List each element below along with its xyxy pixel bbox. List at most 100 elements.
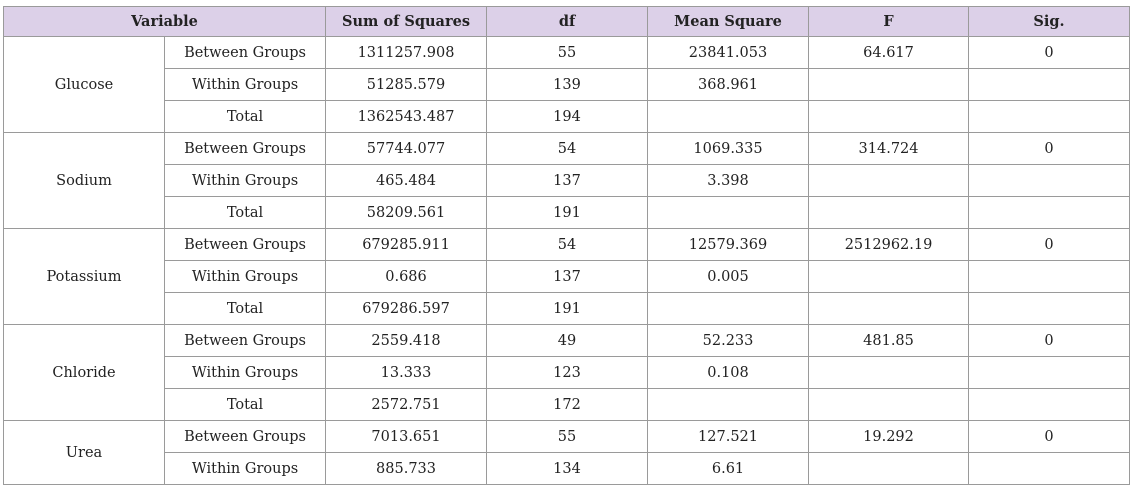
table-body: Glucose Between Groups 1311257.908 55 23… xyxy=(3,36,1131,485)
df-cell: 55 xyxy=(486,420,649,453)
ss-cell: 13.333 xyxy=(325,356,488,389)
sig-cell: 0 xyxy=(968,36,1131,69)
table-header: Variable Sum of Squares df Mean Square F… xyxy=(2,6,1131,37)
f-cell: 2512962.19 xyxy=(808,228,970,261)
sig-cell xyxy=(968,164,1131,197)
ms-cell: 3.398 xyxy=(647,164,810,197)
header-mean-square: Mean Square xyxy=(647,6,810,37)
ss-cell: 465.484 xyxy=(325,164,488,197)
ms-cell: 12579.369 xyxy=(647,228,810,261)
source-cell: Within Groups xyxy=(163,452,327,485)
sig-cell: 0 xyxy=(968,420,1131,453)
sig-cell xyxy=(968,452,1131,485)
ms-cell: 6.61 xyxy=(647,452,810,485)
f-cell xyxy=(808,388,970,421)
ms-cell: 0.005 xyxy=(647,260,810,293)
df-cell: 54 xyxy=(486,228,649,261)
ss-cell: 679285.911 xyxy=(325,228,488,261)
ms-cell: 368.961 xyxy=(647,68,810,101)
table-row: Within Groups 51285.579 139 368.961 xyxy=(4,68,1131,101)
df-cell: 191 xyxy=(486,292,649,325)
ms-cell: 0.108 xyxy=(647,356,810,389)
f-cell xyxy=(808,68,970,101)
f-cell: 64.617 xyxy=(808,36,970,69)
table-row: Within Groups 0.686 137 0.005 xyxy=(4,260,1131,293)
f-cell: 19.292 xyxy=(808,420,970,453)
df-cell: 54 xyxy=(486,132,649,165)
table-row: Within Groups 13.333 123 0.108 xyxy=(4,356,1131,389)
variable-cell: Potassium xyxy=(3,228,165,325)
table-row: Total 2572.751 172 xyxy=(4,388,1131,421)
sig-cell xyxy=(968,68,1131,101)
header-variable: Variable xyxy=(2,6,327,37)
df-cell: 139 xyxy=(486,68,649,101)
source-cell: Within Groups xyxy=(163,356,327,389)
variable-cell: Glucose xyxy=(3,36,165,133)
source-cell: Between Groups xyxy=(163,36,327,69)
header-f: F xyxy=(808,6,970,37)
table-row: Within Groups 885.733 134 6.61 xyxy=(4,452,1131,485)
ss-cell: 57744.077 xyxy=(325,132,488,165)
source-cell: Within Groups xyxy=(163,68,327,101)
sig-cell xyxy=(968,260,1131,293)
ms-cell: 1069.335 xyxy=(647,132,810,165)
f-cell xyxy=(808,164,970,197)
table-row: Chloride Between Groups 2559.418 49 52.2… xyxy=(3,324,1131,421)
source-cell: Within Groups xyxy=(163,260,327,293)
ss-cell: 885.733 xyxy=(325,452,488,485)
df-cell: 172 xyxy=(486,388,649,421)
variable-cell: Sodium xyxy=(3,132,165,229)
ss-cell: 1362543.487 xyxy=(325,100,488,133)
ss-cell: 58209.561 xyxy=(325,196,488,229)
header-df: df xyxy=(486,6,649,37)
df-cell: 137 xyxy=(486,260,649,293)
sig-cell xyxy=(968,196,1131,229)
source-cell: Between Groups xyxy=(163,228,327,261)
df-cell: 123 xyxy=(486,356,649,389)
f-cell xyxy=(808,196,970,229)
f-cell xyxy=(808,452,970,485)
df-cell: 137 xyxy=(486,164,649,197)
ms-cell: 52.233 xyxy=(647,324,810,357)
source-cell: Total xyxy=(163,196,327,229)
table-row: Total 1362543.487 194 xyxy=(4,100,1131,133)
table-row: Within Groups 465.484 137 3.398 xyxy=(4,164,1131,197)
ss-cell: 0.686 xyxy=(325,260,488,293)
df-cell: 134 xyxy=(486,452,649,485)
ss-cell: 2559.418 xyxy=(325,324,488,357)
df-cell: 49 xyxy=(486,324,649,357)
sig-cell xyxy=(968,356,1131,389)
f-cell: 314.724 xyxy=(808,132,970,165)
source-cell: Total xyxy=(163,100,327,133)
source-cell: Within Groups xyxy=(163,164,327,197)
df-cell: 194 xyxy=(486,100,649,133)
f-cell: 481.85 xyxy=(808,324,970,357)
header-sig: Sig. xyxy=(968,6,1131,37)
ss-cell: 7013.651 xyxy=(325,420,488,453)
table-row: Urea Between Groups 7013.651 55 127.521 … xyxy=(3,420,1131,485)
anova-table: Variable Sum of Squares df Mean Square F… xyxy=(2,6,1131,485)
sig-cell xyxy=(968,388,1131,421)
df-cell: 191 xyxy=(486,196,649,229)
header-sum-of-squares: Sum of Squares xyxy=(325,6,488,37)
sig-cell: 0 xyxy=(968,324,1131,357)
table-row: Total 679286.597 191 xyxy=(4,292,1131,325)
variable-cell: Urea xyxy=(3,420,165,485)
ms-cell: 23841.053 xyxy=(647,36,810,69)
table-row: Sodium Between Groups 57744.077 54 1069.… xyxy=(3,132,1131,229)
source-cell: Between Groups xyxy=(163,420,327,453)
sig-cell: 0 xyxy=(968,132,1131,165)
source-cell: Between Groups xyxy=(163,132,327,165)
ms-cell xyxy=(647,292,810,325)
source-cell: Between Groups xyxy=(163,324,327,357)
ss-cell: 2572.751 xyxy=(325,388,488,421)
sig-cell xyxy=(968,100,1131,133)
header-row: Variable Sum of Squares df Mean Square F… xyxy=(2,6,1131,37)
df-cell: 55 xyxy=(486,36,649,69)
table-row: Glucose Between Groups 1311257.908 55 23… xyxy=(3,36,1131,133)
ms-cell: 127.521 xyxy=(647,420,810,453)
ss-cell: 51285.579 xyxy=(325,68,488,101)
ss-cell: 1311257.908 xyxy=(325,36,488,69)
ms-cell xyxy=(647,196,810,229)
f-cell xyxy=(808,356,970,389)
